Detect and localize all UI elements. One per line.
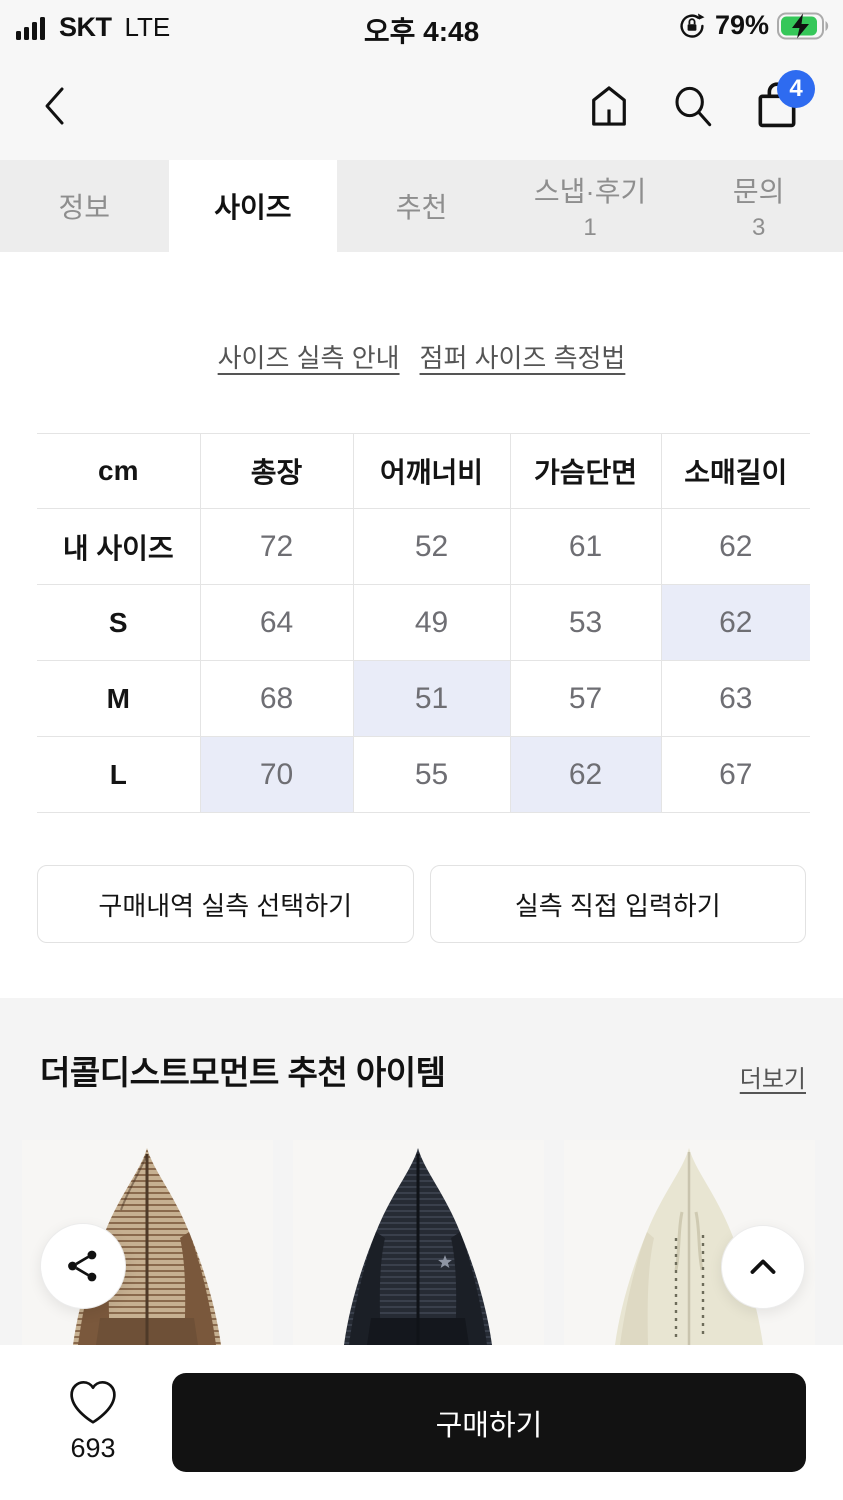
- scroll-to-top-button[interactable]: [721, 1225, 805, 1309]
- signal-strength-icon: [16, 16, 50, 40]
- column-header: 어깨너비: [352, 433, 510, 509]
- table-row-my-size: 내 사이즈 72 52 61 62: [37, 508, 810, 585]
- column-header: 가슴단면: [509, 433, 661, 509]
- battery-charging-icon: [777, 12, 831, 40]
- row-label: M: [106, 682, 130, 714]
- like-count: 693: [70, 1433, 116, 1463]
- table-cell: 62: [660, 584, 810, 661]
- table-cell: 49: [352, 584, 510, 661]
- tab-label: 사이즈: [214, 192, 292, 223]
- search-icon: [670, 82, 716, 130]
- column-header: cm: [98, 455, 139, 486]
- recommend-section: 더콜디스트모먼트 추천 아이템 더보기: [0, 998, 843, 1345]
- nav-bar: 4: [0, 52, 843, 160]
- product-image-striped-black-zip-hoodie[interactable]: [293, 1140, 544, 1345]
- tab-label: 스냅·후기: [533, 176, 647, 207]
- chevron-left-icon: [38, 84, 78, 128]
- column-header: 총장: [199, 433, 353, 509]
- buy-button[interactable]: 구매하기: [172, 1373, 806, 1472]
- table-cell: 63: [660, 660, 810, 737]
- table-cell: 67: [660, 736, 810, 813]
- row-label: 내 사이즈: [62, 532, 174, 564]
- chevron-up-icon: [743, 1247, 783, 1287]
- table-cell: 61: [509, 508, 661, 585]
- tab-count: 3: [751, 214, 766, 241]
- row-label: L: [109, 758, 127, 790]
- table-cell: 62: [660, 508, 810, 585]
- row-label: S: [108, 606, 128, 638]
- heart-icon: [62, 1377, 124, 1427]
- product-carousel: [22, 1140, 815, 1345]
- orientation-lock-icon: [677, 11, 707, 41]
- tab-snap-reviews[interactable]: 스냅·후기 1: [506, 160, 675, 252]
- size-measure-guide-link[interactable]: 사이즈 실측 안내: [217, 343, 400, 373]
- measure-actions: 구매내역 실측 선택하기 실측 직접 입력하기: [37, 865, 806, 943]
- table-cell: 51: [352, 660, 510, 737]
- share-button[interactable]: [40, 1223, 126, 1309]
- tab-count: 1: [583, 214, 597, 241]
- home-icon: [585, 81, 633, 131]
- jumper-measure-guide-link[interactable]: 점퍼 사이즈 측정법: [419, 343, 626, 373]
- tab-size[interactable]: 사이즈: [168, 160, 338, 252]
- battery-percent-label: 79%: [714, 10, 769, 40]
- table-cell: 72: [199, 508, 353, 585]
- recommend-section-title: 더콜디스트모먼트 추천 아이템: [40, 1054, 446, 1091]
- cart-badge: 4: [777, 70, 815, 108]
- cart-button[interactable]: 4: [751, 70, 815, 134]
- table-header-row: cm 총장 어깨너비 가슴단면 소매길이: [37, 433, 810, 509]
- size-table: cm 총장 어깨너비 가슴단면 소매길이 내 사이즈 72 52 61 62 S…: [37, 433, 810, 813]
- tab-label: 정보: [58, 192, 111, 223]
- enter-measure-directly-button[interactable]: 실측 직접 입력하기: [429, 865, 806, 943]
- back-button[interactable]: [38, 82, 78, 130]
- tab-info[interactable]: 정보: [0, 160, 169, 252]
- table-cell: 64: [199, 584, 353, 661]
- table-cell: 57: [509, 660, 661, 737]
- status-bar: SKT LTE 오후 4:48 79%: [0, 0, 843, 52]
- table-cell: 62: [509, 736, 661, 813]
- share-icon: [62, 1245, 104, 1287]
- like-button[interactable]: 693: [62, 1377, 124, 1464]
- tab-label: 문의: [732, 176, 785, 207]
- tab-label: 추천: [395, 192, 448, 223]
- tab-recommend[interactable]: 추천: [337, 160, 506, 252]
- table-cell: 68: [199, 660, 353, 737]
- clock: 오후 4:48: [363, 16, 480, 47]
- table-row-m: M 68 51 57 63: [37, 660, 810, 737]
- search-button[interactable]: [667, 78, 719, 134]
- table-cell: 70: [199, 736, 353, 813]
- tab-inquiry[interactable]: 문의 3: [674, 160, 843, 252]
- guide-links: 사이즈 실측 안내 점퍼 사이즈 측정법: [0, 338, 843, 375]
- select-purchase-measure-button[interactable]: 구매내역 실측 선택하기: [37, 865, 414, 943]
- column-header: 소매길이: [660, 433, 810, 509]
- table-row-s: S 64 49 53 62: [37, 584, 810, 661]
- see-more-link[interactable]: 더보기: [739, 1066, 806, 1093]
- network-label: LTE: [124, 12, 171, 42]
- table-row-l: L 70 55 62 67: [37, 736, 810, 813]
- tab-bar: 정보 사이즈 추천 스냅·후기 1 문의 3: [0, 160, 843, 252]
- bottom-purchase-bar: 693 구매하기: [0, 1345, 843, 1500]
- home-button[interactable]: [583, 78, 635, 134]
- table-cell: 52: [352, 508, 510, 585]
- table-cell: 53: [509, 584, 661, 661]
- carrier-label: SKT: [59, 12, 112, 42]
- top-area: SKT LTE 오후 4:48 79%: [0, 0, 843, 160]
- table-cell: 55: [352, 736, 510, 813]
